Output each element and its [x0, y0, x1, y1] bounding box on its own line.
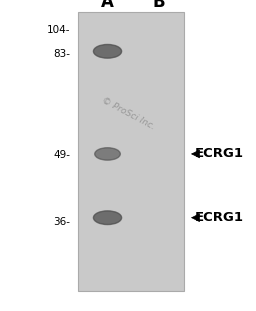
- Text: 83-: 83-: [54, 49, 70, 59]
- Bar: [78, 12, 184, 291]
- Text: © ProSci Inc.: © ProSci Inc.: [100, 96, 156, 131]
- Text: 49-: 49-: [54, 151, 70, 160]
- Text: ECRG1: ECRG1: [195, 211, 243, 224]
- Ellipse shape: [95, 148, 120, 160]
- Text: ECRG1: ECRG1: [195, 147, 243, 160]
- Ellipse shape: [93, 44, 122, 58]
- Text: 104-: 104-: [47, 25, 70, 35]
- Text: 36-: 36-: [54, 217, 70, 227]
- Text: A: A: [101, 0, 114, 11]
- Ellipse shape: [93, 211, 122, 225]
- Text: B: B: [152, 0, 165, 11]
